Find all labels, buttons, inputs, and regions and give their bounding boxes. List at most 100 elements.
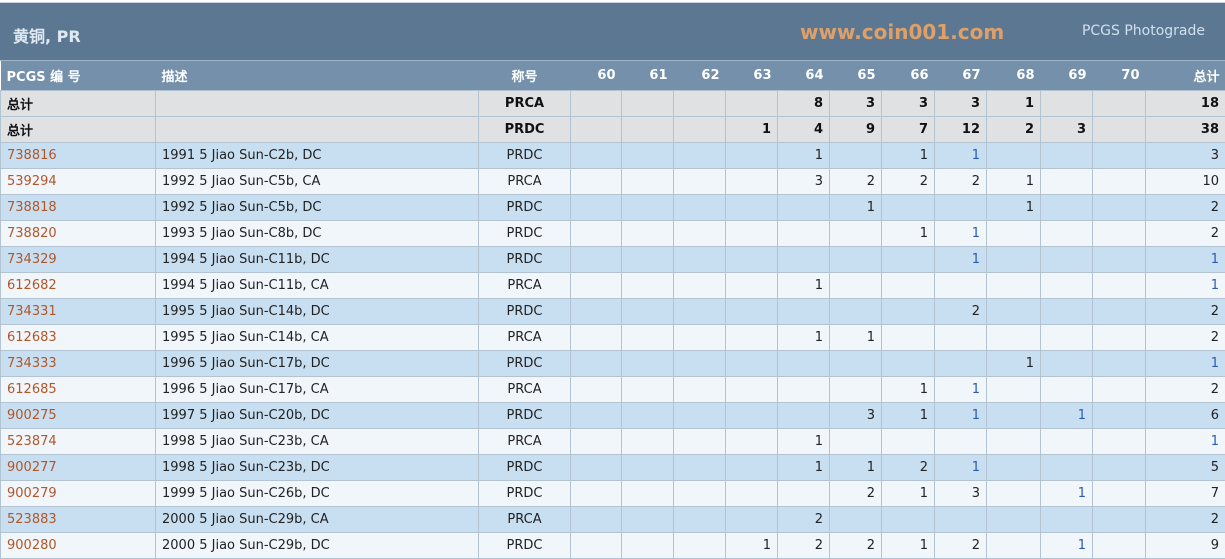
grade-64-count[interactable]: 1 [777,142,830,169]
row-total[interactable]: 2 [1145,506,1225,533]
grade-67-count[interactable]: 2 [934,532,987,559]
row-total[interactable]: 7 [1145,480,1225,507]
pcgs-number-link[interactable]: 539294 [7,174,57,189]
summary-grade-65[interactable]: 9 [829,116,882,143]
row-total[interactable]: 2 [1145,194,1225,221]
col-header-grade-69[interactable]: 69 [1040,61,1093,91]
grade-66-count[interactable]: 1 [881,480,935,507]
col-header-grade-65[interactable]: 65 [829,61,882,91]
grade-69-count[interactable]: 1 [1040,480,1093,507]
summary-grade-66[interactable]: 7 [881,116,935,143]
pcgs-number-link[interactable]: 900279 [7,486,57,501]
pcgs-number-link[interactable]: 900277 [7,460,57,475]
grade-65-count[interactable]: 1 [829,324,882,351]
summary-grade-67[interactable]: 3 [934,90,987,117]
grade-64-count[interactable]: 1 [777,454,830,481]
row-total[interactable]: 2 [1145,376,1225,403]
col-header-pcgs[interactable]: PCGS 编 号 [0,61,156,91]
summary-grade-68[interactable]: 2 [986,116,1041,143]
grade-68-count[interactable]: 1 [986,194,1041,221]
grade-67-count[interactable]: 1 [934,246,987,273]
row-total[interactable]: 1 [1145,246,1225,273]
grade-65-count[interactable]: 1 [829,194,882,221]
pcgs-number-link[interactable]: 900275 [7,408,57,423]
col-header-grade-60[interactable]: 60 [570,61,622,91]
grade-66-count[interactable]: 1 [881,220,935,247]
row-total[interactable]: 5 [1145,454,1225,481]
summary-grade-67[interactable]: 12 [934,116,987,143]
pcgs-number-link[interactable]: 738820 [7,226,57,241]
pcgs-number-link[interactable]: 612682 [7,278,57,293]
col-header-grade-62[interactable]: 62 [673,61,726,91]
col-header-total[interactable]: 总计 [1145,61,1225,91]
grade-64-count[interactable]: 2 [777,532,830,559]
pcgs-number-link[interactable]: 612683 [7,330,57,345]
grade-66-count[interactable]: 1 [881,142,935,169]
grade-64-count[interactable]: 1 [777,272,830,299]
grade-67-count[interactable]: 2 [934,168,987,195]
pcgs-number-link[interactable]: 734331 [7,304,57,319]
grade-64-count[interactable]: 1 [777,324,830,351]
row-total[interactable]: 1 [1145,428,1225,455]
col-header-grade-61[interactable]: 61 [621,61,674,91]
grade-65-count[interactable]: 2 [829,480,882,507]
grade-66-count[interactable]: 1 [881,376,935,403]
summary-grade-65[interactable]: 3 [829,90,882,117]
summary-grade-66[interactable]: 3 [881,90,935,117]
summary-grade-69[interactable]: 3 [1040,116,1093,143]
pcgs-number-link[interactable]: 900280 [7,538,57,553]
grade-67-count[interactable]: 1 [934,454,987,481]
summary-grade-64[interactable]: 8 [777,90,830,117]
grade-65-count[interactable]: 3 [829,402,882,429]
grade-64-count[interactable]: 1 [777,428,830,455]
row-total[interactable]: 3 [1145,142,1225,169]
grade-64-count[interactable]: 2 [777,506,830,533]
col-header-grade-68[interactable]: 68 [986,61,1041,91]
grade-68-count[interactable]: 1 [986,168,1041,195]
summary-grade-63[interactable]: 1 [725,116,778,143]
grade-67-count[interactable]: 1 [934,142,987,169]
row-total[interactable]: 2 [1145,220,1225,247]
col-header-grade-66[interactable]: 66 [881,61,935,91]
col-header-grade-70[interactable]: 70 [1092,61,1146,91]
grade-65-count[interactable]: 2 [829,168,882,195]
summary-total[interactable]: 38 [1145,116,1225,143]
pcgs-number-link[interactable]: 738818 [7,200,57,215]
grade-66-count[interactable]: 1 [881,532,935,559]
grade-63-count[interactable]: 1 [725,532,778,559]
row-total[interactable]: 2 [1145,298,1225,325]
grade-67-count[interactable]: 2 [934,298,987,325]
grade-66-count[interactable]: 2 [881,168,935,195]
row-total[interactable]: 1 [1145,350,1225,377]
grade-65-count[interactable]: 1 [829,454,882,481]
grade-64-count[interactable]: 3 [777,168,830,195]
grade-65-count[interactable]: 2 [829,532,882,559]
grade-67-count[interactable]: 1 [934,376,987,403]
pcgs-number-link[interactable]: 734333 [7,356,57,371]
pcgs-number-link[interactable]: 738816 [7,148,57,163]
pcgs-number-link[interactable]: 523883 [7,512,57,527]
summary-total[interactable]: 18 [1145,90,1225,117]
row-total[interactable]: 10 [1145,168,1225,195]
grade-68-count[interactable]: 1 [986,350,1041,377]
grade-66-count[interactable]: 1 [881,402,935,429]
summary-grade-64[interactable]: 4 [777,116,830,143]
grade-66-count[interactable]: 2 [881,454,935,481]
col-header-designation[interactable]: 称号 [478,61,571,91]
col-header-grade-64[interactable]: 64 [777,61,830,91]
row-total[interactable]: 6 [1145,402,1225,429]
pcgs-photograde-link[interactable]: PCGS Photograde [1081,23,1205,39]
grade-69-count[interactable]: 1 [1040,532,1093,559]
grade-67-count[interactable]: 3 [934,480,987,507]
row-total[interactable]: 1 [1145,272,1225,299]
col-header-desc[interactable]: 描述 [155,61,479,91]
col-header-grade-63[interactable]: 63 [725,61,778,91]
pcgs-number-link[interactable]: 523874 [7,434,57,449]
summary-grade-68[interactable]: 1 [986,90,1041,117]
grade-67-count[interactable]: 1 [934,402,987,429]
pcgs-number-link[interactable]: 612685 [7,382,57,397]
col-header-grade-67[interactable]: 67 [934,61,987,91]
row-total[interactable]: 9 [1145,532,1225,559]
grade-67-count[interactable]: 1 [934,220,987,247]
grade-69-count[interactable]: 1 [1040,402,1093,429]
